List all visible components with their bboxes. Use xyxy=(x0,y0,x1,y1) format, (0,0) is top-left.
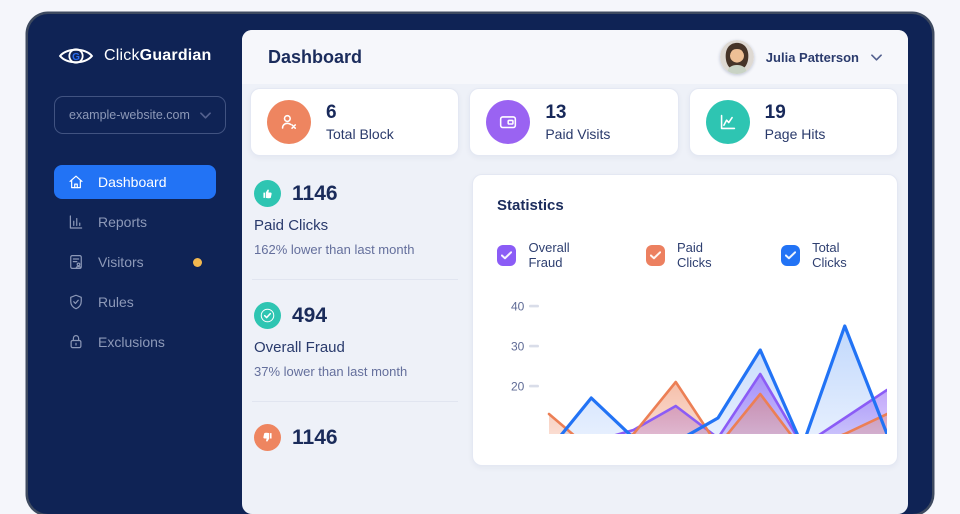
kpi-value: 1146 xyxy=(292,181,338,205)
statistics-panel: Statistics Overall Fraud Paid Clicks xyxy=(472,174,898,466)
visitor-list-icon xyxy=(70,255,82,269)
legend-label: Total Clicks xyxy=(812,240,847,270)
sidebar-item-label: Rules xyxy=(98,294,134,310)
blocked-user-icon xyxy=(267,100,311,144)
card-value: 19 xyxy=(764,102,786,124)
legend-paid-clicks[interactable]: Paid Clicks xyxy=(645,240,737,270)
topbar: Dashboard Julia Patterson xyxy=(242,30,908,84)
eye-logo-icon: G xyxy=(58,48,94,64)
legend-label: Paid Clicks xyxy=(677,240,712,270)
thumbs-up-icon xyxy=(254,180,281,207)
visitors-notification-dot xyxy=(193,257,202,267)
card-paid-visits: 13 Paid Visits xyxy=(469,88,679,156)
sidebar-item-reports[interactable]: Reports xyxy=(54,205,216,239)
checkbox-checked[interactable] xyxy=(645,244,666,266)
kpi-overall-fraud: 494 Overall Fraud 37% lower than last mo… xyxy=(252,296,458,385)
divider xyxy=(252,279,458,280)
kpi-paid-clicks: 1146 Paid Clicks 162% lower than last mo… xyxy=(252,174,458,263)
sidebar-item-label: Dashboard xyxy=(98,174,167,190)
sidebar: G ClickGuardian example-website.com Dash… xyxy=(28,14,242,514)
wallet-icon xyxy=(486,100,531,144)
brand-name: ClickGuardian xyxy=(104,47,212,64)
card-label: Page Hits xyxy=(764,125,826,142)
sidebar-item-label: Visitors xyxy=(98,254,144,270)
kpi-label: Paid Clicks xyxy=(254,217,329,234)
legend-label: Overall Fraud xyxy=(528,240,570,270)
legend-total-clicks[interactable]: Total Clicks xyxy=(780,240,873,270)
statistics-title: Statistics xyxy=(497,197,564,214)
site-selector-value: example-website.com xyxy=(69,108,190,122)
logo-letter: G xyxy=(72,52,80,63)
svg-text:20: 20 xyxy=(511,380,525,394)
card-label: Total Block xyxy=(326,125,394,142)
app-window: G ClickGuardian example-website.com Dash… xyxy=(28,14,932,514)
thumbs-down-icon xyxy=(254,424,281,451)
brand-logo: G ClickGuardian xyxy=(58,44,242,68)
kpi-note: 37% lower than last month xyxy=(254,364,408,379)
check-circle-icon xyxy=(254,302,281,329)
kpi-label: Overall Fraud xyxy=(254,339,345,356)
page-chart-icon xyxy=(705,100,750,144)
checkbox-checked[interactable] xyxy=(497,244,517,266)
sidebar-nav: Dashboard Reports Visitors xyxy=(28,165,242,359)
sidebar-item-rules[interactable]: Rules xyxy=(54,285,216,319)
content: 6 Total Block 13 Paid Visits xyxy=(242,84,908,466)
summary-cards-row: 6 Total Block 13 Paid Visits xyxy=(250,88,898,156)
svg-text:30: 30 xyxy=(511,340,525,354)
card-value: 13 xyxy=(545,102,567,124)
kpi-list: 1146 Paid Clicks 162% lower than last mo… xyxy=(250,174,460,457)
sidebar-item-visitors[interactable]: Visitors xyxy=(54,245,216,279)
user-name: Julia Patterson xyxy=(765,49,859,65)
card-total-block: 6 Total Block xyxy=(250,88,460,156)
sidebar-item-dashboard[interactable]: Dashboard xyxy=(54,165,216,199)
chevron-down-icon xyxy=(200,111,211,119)
sidebar-item-label: Exclusions xyxy=(98,334,165,350)
kpi-value: 494 xyxy=(292,303,328,327)
sidebar-item-exclusions[interactable]: Exclusions xyxy=(54,325,216,359)
lock-icon xyxy=(70,335,82,349)
checkbox-checked[interactable] xyxy=(780,244,801,266)
statistics-area-chart: 40 30 20 xyxy=(511,300,887,434)
kpi-clipped: 1146 xyxy=(252,418,458,457)
kpi-note: 162% lower than last month xyxy=(254,242,415,257)
home-icon xyxy=(69,175,83,189)
user-menu[interactable]: Julia Patterson xyxy=(719,40,882,74)
card-value: 6 xyxy=(326,102,337,124)
shield-check-icon xyxy=(70,294,82,310)
card-label: Paid Visits xyxy=(545,125,611,142)
main-panel: Dashboard Julia Patterson xyxy=(242,30,908,514)
chevron-down-icon xyxy=(871,53,882,61)
divider xyxy=(252,401,458,402)
bar-chart-icon xyxy=(69,215,83,229)
svg-text:40: 40 xyxy=(511,300,525,314)
kpi-value: 1146 xyxy=(292,425,338,449)
site-selector-dropdown[interactable]: example-website.com xyxy=(54,96,226,134)
page-title: Dashboard xyxy=(268,46,363,67)
avatar xyxy=(719,40,754,74)
card-page-hits: 19 Page Hits xyxy=(688,88,898,156)
sidebar-item-label: Reports xyxy=(98,214,148,230)
chart-legend: Overall Fraud Paid Clicks Total Clicks xyxy=(497,240,873,270)
legend-overall-fraud[interactable]: Overall Fraud xyxy=(497,240,602,270)
